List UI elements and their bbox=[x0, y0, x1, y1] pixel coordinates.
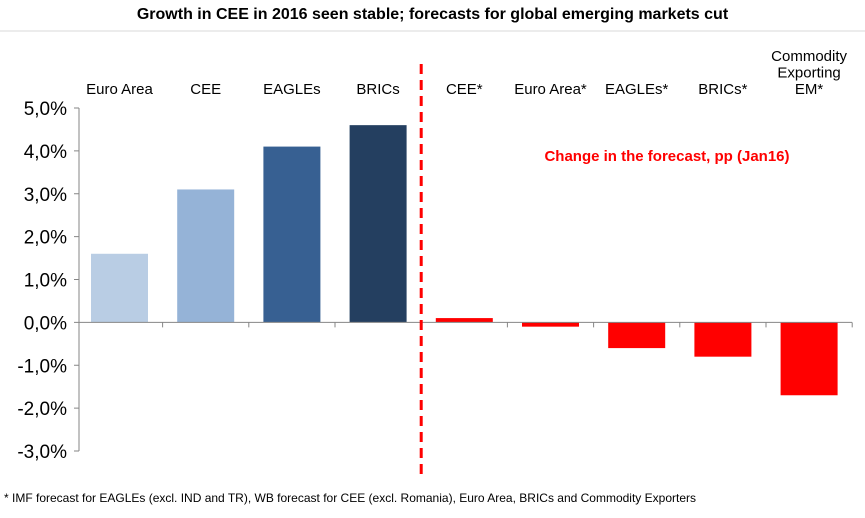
forecast-change-annotation: Change in the forecast, pp (Jan16) bbox=[544, 148, 789, 165]
y-tick-label: 3,0% bbox=[24, 185, 67, 206]
y-tick-label: 0,0% bbox=[24, 313, 67, 334]
y-tick-label: 4,0% bbox=[24, 142, 67, 163]
y-tick-label: -1,0% bbox=[17, 356, 67, 377]
bar bbox=[263, 146, 321, 323]
category-label: EM* bbox=[795, 81, 824, 98]
bar bbox=[91, 253, 148, 323]
y-tick-label: 2,0% bbox=[24, 228, 67, 249]
category-label: EAGLEs bbox=[263, 81, 321, 98]
bar bbox=[349, 125, 407, 323]
chart-title: Growth in CEE in 2016 seen stable; forec… bbox=[136, 6, 729, 23]
y-tick-label: 1,0% bbox=[24, 271, 67, 292]
category-label: Euro Area* bbox=[514, 81, 587, 98]
category-label: EAGLEs* bbox=[605, 81, 669, 98]
bar bbox=[435, 318, 493, 323]
category-label: BRICs* bbox=[698, 81, 747, 98]
category-label: Euro Area bbox=[86, 81, 153, 98]
category-label: Exporting bbox=[777, 65, 840, 82]
bar bbox=[608, 322, 666, 349]
category-label: CEE bbox=[190, 81, 221, 98]
category-label: BRICs bbox=[356, 81, 399, 98]
bar bbox=[694, 322, 752, 357]
bar bbox=[177, 189, 235, 323]
category-label: CEE* bbox=[446, 81, 483, 98]
category-label: Commodity bbox=[771, 48, 847, 65]
chart-footnote: * IMF forecast for EAGLEs (excl. IND and… bbox=[4, 491, 696, 505]
bar bbox=[780, 322, 838, 396]
y-tick-label: -3,0% bbox=[17, 442, 67, 463]
y-tick-label: -2,0% bbox=[17, 399, 67, 420]
bar bbox=[522, 322, 579, 327]
y-tick-label: 5,0% bbox=[24, 99, 67, 120]
